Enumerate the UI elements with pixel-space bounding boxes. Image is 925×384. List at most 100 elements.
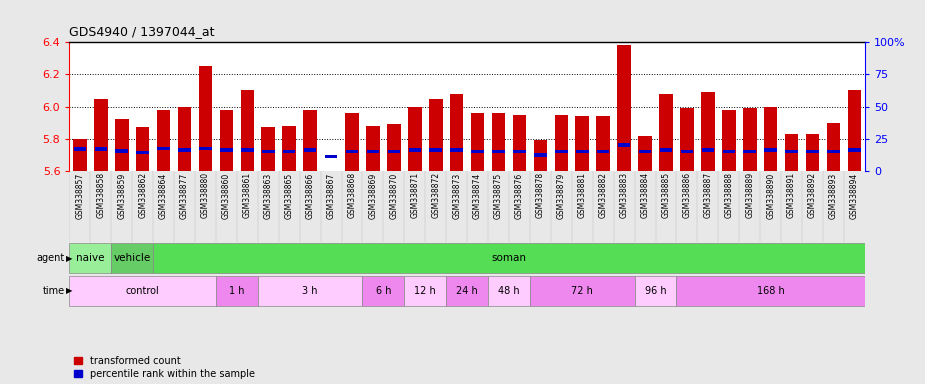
Text: 1 h: 1 h <box>229 286 244 296</box>
Text: GSM338863: GSM338863 <box>264 172 273 218</box>
FancyBboxPatch shape <box>216 276 258 306</box>
Bar <box>387 124 401 171</box>
Text: GSM338879: GSM338879 <box>557 172 566 218</box>
Text: naive: naive <box>76 253 105 263</box>
Bar <box>178 107 191 171</box>
FancyBboxPatch shape <box>111 243 154 273</box>
FancyBboxPatch shape <box>363 276 404 306</box>
Bar <box>157 147 170 150</box>
Text: GSM338860: GSM338860 <box>222 172 231 218</box>
Bar <box>764 107 778 171</box>
Bar <box>744 150 756 153</box>
Text: ▶: ▶ <box>66 286 72 295</box>
Text: GSM338894: GSM338894 <box>850 172 859 218</box>
Text: 6 h: 6 h <box>376 286 391 296</box>
Text: GSM338893: GSM338893 <box>829 172 838 218</box>
Text: 96 h: 96 h <box>645 286 666 296</box>
Text: soman: soman <box>491 253 526 263</box>
FancyBboxPatch shape <box>404 276 446 306</box>
Bar <box>136 127 150 171</box>
Text: GSM338861: GSM338861 <box>243 172 252 218</box>
FancyBboxPatch shape <box>69 276 216 306</box>
Bar <box>847 91 861 171</box>
Bar <box>303 110 317 171</box>
Bar <box>94 99 107 171</box>
Bar <box>450 148 462 152</box>
Bar <box>554 114 568 171</box>
Bar <box>785 150 798 153</box>
Text: GSM338869: GSM338869 <box>368 172 377 218</box>
Text: GSM338876: GSM338876 <box>515 172 524 218</box>
Bar <box>680 108 694 171</box>
Text: GSM338880: GSM338880 <box>201 172 210 218</box>
Text: GSM338857: GSM338857 <box>75 172 84 218</box>
Bar <box>534 140 548 171</box>
Bar <box>115 119 129 171</box>
Text: GSM338862: GSM338862 <box>138 172 147 218</box>
Text: GSM338890: GSM338890 <box>766 172 775 218</box>
Bar <box>136 151 149 154</box>
Bar <box>73 139 87 171</box>
Bar <box>199 147 212 150</box>
Bar <box>597 150 610 153</box>
Bar <box>325 171 338 177</box>
Text: vehicle: vehicle <box>114 253 151 263</box>
FancyBboxPatch shape <box>446 276 488 306</box>
Bar <box>784 134 798 171</box>
Bar <box>575 116 589 171</box>
Bar <box>366 126 380 171</box>
Bar <box>722 110 735 171</box>
Text: 48 h: 48 h <box>499 286 520 296</box>
Bar <box>450 94 463 171</box>
Bar <box>472 150 484 153</box>
Text: time: time <box>43 286 65 296</box>
Text: GSM338892: GSM338892 <box>808 172 817 218</box>
Text: GSM338885: GSM338885 <box>661 172 671 218</box>
Bar <box>345 113 359 171</box>
Bar <box>220 148 233 152</box>
Bar <box>283 150 295 153</box>
Bar <box>512 114 526 171</box>
Text: GSM338859: GSM338859 <box>117 172 126 218</box>
Bar <box>701 148 714 152</box>
Text: GSM338883: GSM338883 <box>620 172 629 218</box>
Bar <box>325 155 338 158</box>
Bar <box>116 149 128 152</box>
Bar <box>241 148 253 152</box>
Text: GSM338871: GSM338871 <box>411 172 419 218</box>
Bar <box>346 150 358 153</box>
Bar <box>638 136 652 171</box>
Text: GSM338865: GSM338865 <box>285 172 293 218</box>
Text: control: control <box>126 286 159 296</box>
Bar <box>827 122 840 171</box>
Bar <box>94 147 107 151</box>
Bar <box>660 148 672 152</box>
Text: GSM338873: GSM338873 <box>452 172 462 218</box>
Bar <box>240 91 254 171</box>
Bar <box>262 127 275 171</box>
Bar <box>429 148 442 152</box>
Bar <box>660 94 672 171</box>
Bar <box>179 148 191 152</box>
Text: GSM338867: GSM338867 <box>327 172 336 218</box>
Bar <box>156 110 170 171</box>
Bar <box>262 150 275 153</box>
Bar <box>388 150 401 153</box>
Bar <box>617 45 631 171</box>
FancyBboxPatch shape <box>635 276 676 306</box>
Text: 12 h: 12 h <box>414 286 436 296</box>
Bar <box>576 150 588 153</box>
Bar <box>513 150 525 153</box>
Text: agent: agent <box>36 253 65 263</box>
Bar <box>199 66 212 171</box>
Text: GSM338877: GSM338877 <box>180 172 189 218</box>
Bar <box>701 92 715 171</box>
Bar <box>429 99 442 171</box>
Text: GSM338882: GSM338882 <box>598 172 608 218</box>
Bar <box>618 143 631 147</box>
Text: GSM338878: GSM338878 <box>536 172 545 218</box>
Text: GSM338881: GSM338881 <box>578 172 586 218</box>
Text: 72 h: 72 h <box>572 286 593 296</box>
Text: 3 h: 3 h <box>302 286 318 296</box>
Bar <box>555 150 568 153</box>
